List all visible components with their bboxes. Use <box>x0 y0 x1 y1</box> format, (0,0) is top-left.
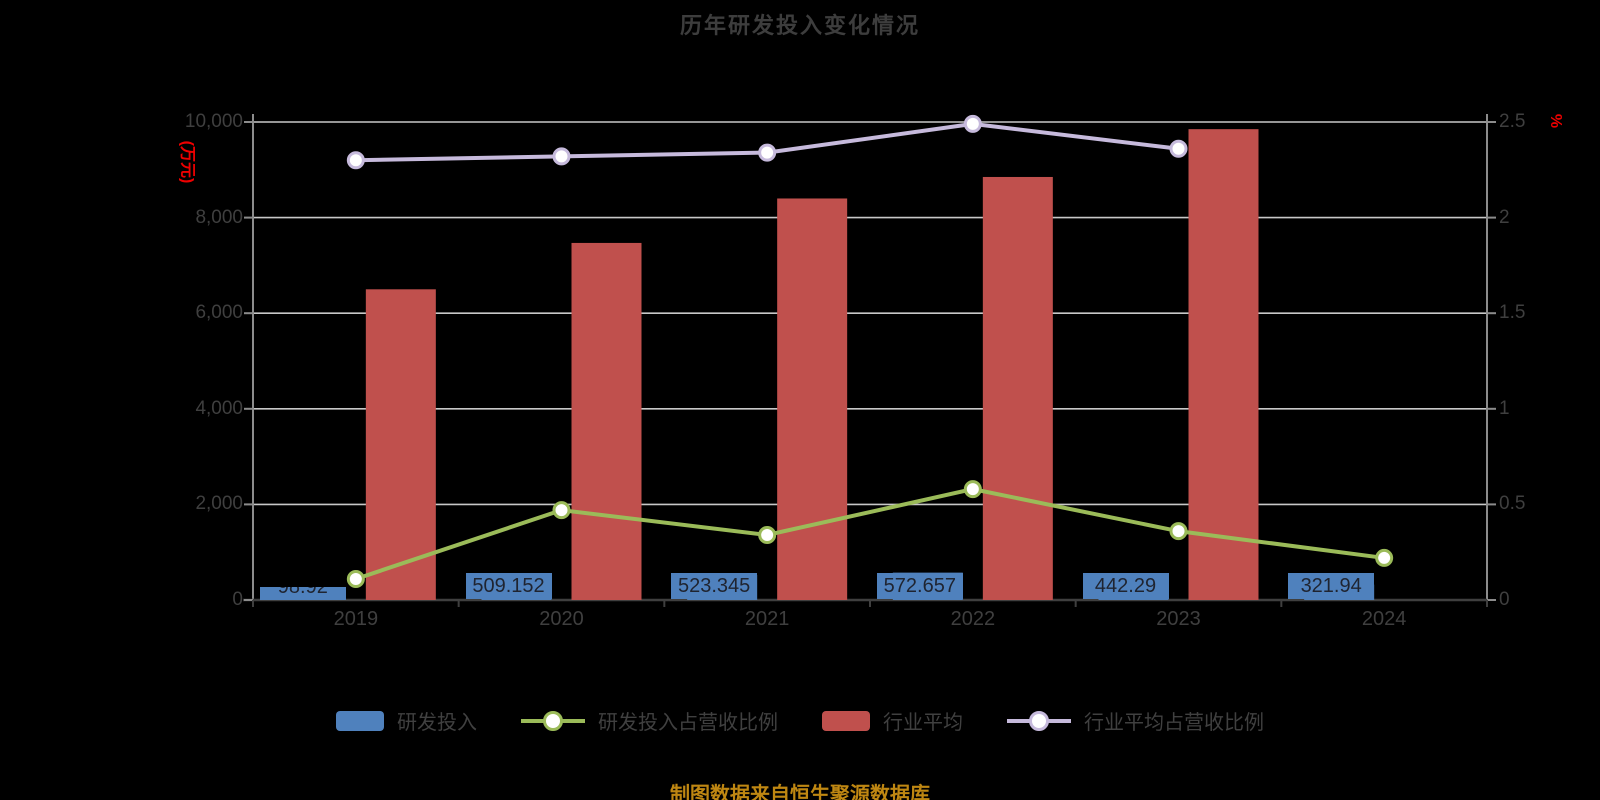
left-axis-tick: 2,000 <box>195 493 243 515</box>
bar-value-label-2020: 509.152 <box>465 573 552 599</box>
bar-行业平均-2023 <box>1188 129 1259 601</box>
x-axis-tick-2023: 2023 <box>1156 608 1201 630</box>
right-axis-tick: 2 <box>1499 206 1510 228</box>
marker-行业平均占营收比例 <box>346 151 365 170</box>
left-axis-tick: 10,000 <box>184 111 243 132</box>
bar-value-label-2023: 442.29 <box>1082 573 1169 599</box>
marker-研发投入占营收比例 <box>346 569 365 588</box>
right-axis-tick: 1.5 <box>1499 302 1526 324</box>
marker-研发投入占营收比例 <box>552 501 571 520</box>
legend-label: 行业平均占营收比例 <box>1084 712 1264 734</box>
left-axis-tick: 6,000 <box>195 302 243 324</box>
marker-研发投入占营收比例 <box>758 525 777 544</box>
right-axis-tick: 0 <box>1499 589 1510 610</box>
legend-label: 研发投入 <box>397 712 477 734</box>
x-axis-tick-2024: 2024 <box>1361 608 1407 630</box>
legend-item-研发投入占营收比例[interactable]: 研发投入占营收比例 <box>521 706 778 735</box>
right-axis-tick: 0.5 <box>1499 493 1526 515</box>
legend-item-行业平均[interactable]: 行业平均 <box>822 706 963 735</box>
right-axis-tick: 2.5 <box>1499 111 1526 132</box>
left-axis-unit-label: (万元) <box>178 140 196 184</box>
bar-value-label-2019: 98.92 <box>259 587 346 600</box>
right-axis-tick: 1 <box>1499 397 1510 419</box>
line-研发投入占营收比例 <box>353 487 1387 581</box>
legend-label: 研发投入占营收比例 <box>598 712 778 734</box>
marker-研发投入占营收比例 <box>963 480 982 499</box>
data-source-caption: 制图数据来自恒生聚源数据库 <box>670 784 930 800</box>
x-axis-tick-2021: 2021 <box>744 608 790 630</box>
left-axis-tick: 4,000 <box>195 397 243 419</box>
marker-研发投入占营收比例 <box>1375 548 1394 567</box>
marker-研发投入占营收比例 <box>1169 522 1188 541</box>
legend-bar-swatch-icon <box>822 710 870 731</box>
chart-legend: 研发投入 研发投入占营收比例 行业平均 行业平均占营收比例 <box>0 706 1600 735</box>
legend-item-研发投入[interactable]: 研发投入 <box>336 706 477 735</box>
bar-行业平均-2022 <box>982 176 1053 600</box>
left-axis-tick: 0 <box>232 589 243 610</box>
x-axis-tick-2020: 2020 <box>539 608 584 630</box>
legend-line-marker-icon <box>521 710 585 732</box>
chart-title: 历年研发投入变化情况 <box>679 13 920 38</box>
legend-item-行业平均占营收比例[interactable]: 行业平均占营收比例 <box>1007 706 1264 735</box>
left-axis-tick: 8,000 <box>195 206 243 228</box>
bar-value-label-2021: 523.345 <box>671 573 758 599</box>
bar-行业平均-2021 <box>777 198 848 601</box>
x-axis-tick-2022: 2022 <box>950 608 996 630</box>
legend-bar-swatch-icon <box>336 710 384 731</box>
marker-行业平均占营收比例 <box>758 143 777 162</box>
marker-行业平均占营收比例 <box>552 147 571 166</box>
bar-value-label-2024: 321.94 <box>1288 573 1375 599</box>
marker-行业平均占营收比例 <box>963 114 982 133</box>
legend-label: 行业平均 <box>883 712 963 734</box>
bar-行业平均-2019 <box>365 289 436 600</box>
legend-line-marker-icon <box>1007 710 1071 732</box>
bar-value-label-2022: 572.657 <box>876 573 963 599</box>
marker-行业平均占营收比例 <box>1169 139 1188 158</box>
x-axis-tick-2019: 2019 <box>333 608 379 630</box>
bar-行业平均-2020 <box>571 242 642 600</box>
